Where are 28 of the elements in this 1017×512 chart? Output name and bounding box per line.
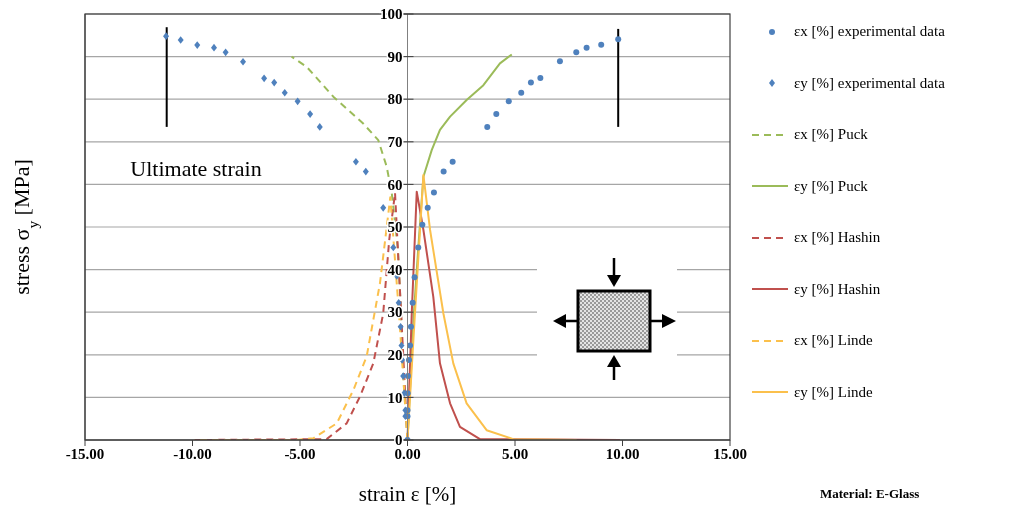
legend-label: εx [%] experimental data bbox=[794, 23, 945, 41]
y-tick-label: 60 bbox=[387, 176, 403, 193]
x-tick-label: -15.00 bbox=[65, 445, 105, 462]
x-tick-label: 10.00 bbox=[605, 445, 640, 462]
text: Material: E-Glass bbox=[820, 486, 920, 502]
x-tick-label: 15.00 bbox=[713, 445, 747, 462]
x-tick-label: -5.00 bbox=[284, 445, 316, 462]
y-tick-label: 20 bbox=[387, 347, 403, 364]
y-tick-label: 50 bbox=[387, 219, 403, 236]
legend-label: εx [%] Linde bbox=[794, 332, 873, 350]
legend-label: εy [%] Hashin bbox=[794, 280, 881, 298]
legend-label: εy [%] experimental data bbox=[794, 74, 945, 92]
annotation: Ultimate strain bbox=[126, 154, 266, 183]
x-tick-label: -10.00 bbox=[173, 445, 212, 462]
y-tick-label: 10 bbox=[387, 389, 403, 406]
y-tick-label: 40 bbox=[387, 261, 403, 278]
legend-label: εx [%] Hashin bbox=[794, 229, 881, 247]
x-tick-label: 5.00 bbox=[501, 445, 529, 462]
legend-label: εy [%] Linde bbox=[794, 383, 873, 401]
y-tick-label: 100 bbox=[380, 6, 403, 23]
y-tick-label: 80 bbox=[387, 91, 403, 108]
y-tick-label: 70 bbox=[387, 134, 403, 151]
y-tick-label: 90 bbox=[387, 48, 403, 65]
legend-label: εx [%] Puck bbox=[794, 126, 868, 144]
x-tick-label: 0.00 bbox=[394, 445, 421, 462]
legend-label: εy [%] Puck bbox=[794, 177, 868, 195]
x-axis-title: strain ε [%] bbox=[358, 482, 457, 506]
y-tick-label: 30 bbox=[387, 304, 403, 321]
